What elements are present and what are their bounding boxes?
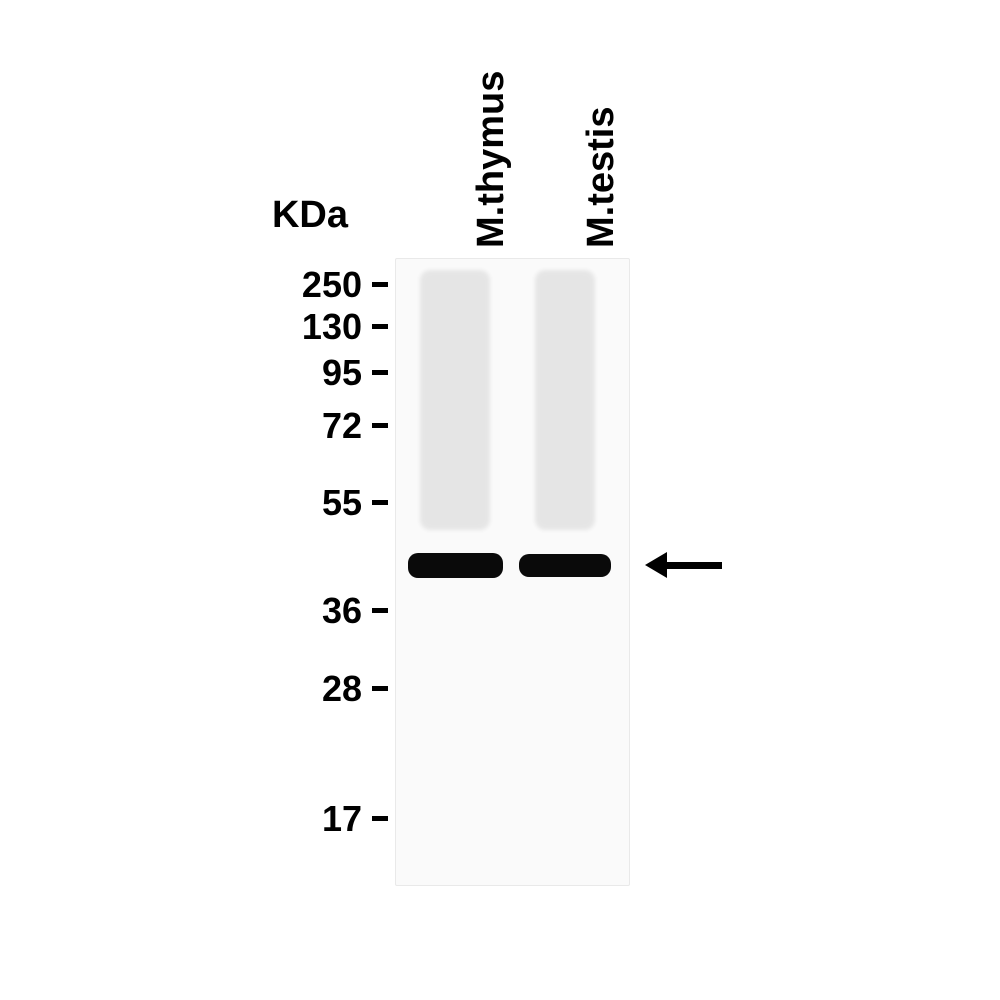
arrow-stem: [667, 562, 722, 569]
mw-marker-label: 130: [0, 306, 362, 348]
mw-marker-label: 55: [0, 482, 362, 524]
mw-marker-label: 17: [0, 798, 362, 840]
background-smear: [535, 270, 595, 530]
mw-marker-tick: [372, 686, 388, 691]
mw-marker-label: 72: [0, 405, 362, 447]
mw-marker-tick: [372, 500, 388, 505]
lane-label: M.testis: [580, 107, 623, 248]
mw-marker-label: 28: [0, 668, 362, 710]
arrow-head-icon: [645, 552, 667, 578]
background-smear: [420, 270, 490, 530]
mw-marker-tick: [372, 370, 388, 375]
mw-marker-tick: [372, 608, 388, 613]
protein-band: [519, 554, 611, 577]
mw-marker-label: 95: [0, 352, 362, 394]
lane-label: M.thymus: [470, 71, 513, 248]
western-blot-figure: KDa M.thymus M.testis 25013095 72 55 36 28 17: [0, 0, 1000, 1000]
kda-title: KDa: [272, 194, 348, 237]
mw-marker-tick: [372, 324, 388, 329]
protein-band: [408, 553, 503, 578]
mw-marker-tick: [372, 282, 388, 287]
mw-marker-tick: [372, 423, 388, 428]
mw-marker-label: 250: [0, 264, 362, 306]
mw-marker-label: 36: [0, 590, 362, 632]
mw-marker-tick: [372, 816, 388, 821]
